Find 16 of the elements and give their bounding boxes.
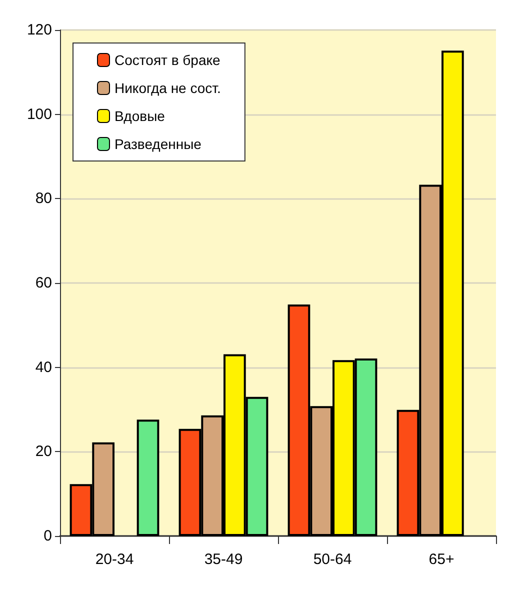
x-tick-label: 35-49	[204, 551, 243, 568]
y-tick-label: 120	[26, 22, 52, 38]
y-tick-label: 40	[35, 358, 52, 376]
legend-label: Разведенные	[114, 136, 202, 152]
y-tick-label: 0	[44, 528, 52, 544]
y-tick-label: 80	[35, 190, 52, 208]
y-tick-label: 20	[35, 443, 52, 460]
x-tick-label: 20-34	[95, 551, 134, 568]
x-tick-label: 50-64	[313, 551, 352, 568]
legend-label: Никогда не сост.	[114, 80, 221, 96]
legend-label: Вдовые	[114, 108, 166, 124]
bar	[136, 420, 160, 536]
x-tick-label: 65+	[428, 551, 454, 568]
y-tick-label: 60	[35, 274, 52, 292]
legend-label: Состоят в браке	[114, 52, 221, 68]
y-tick-label: 100	[26, 106, 52, 123]
